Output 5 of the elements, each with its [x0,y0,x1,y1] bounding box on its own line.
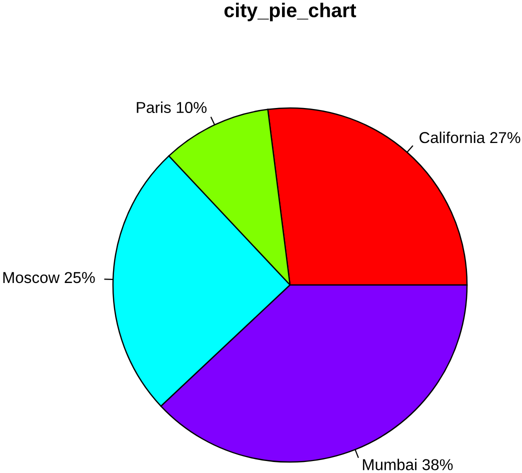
chart-title: city_pie_chart [224,2,356,22]
slice-label: Mumbai 38% [362,458,453,470]
slice-label: California 27% [420,132,520,144]
slice-label: Paris 10% [136,102,207,114]
slice-label: Moscow 25% [3,272,95,284]
